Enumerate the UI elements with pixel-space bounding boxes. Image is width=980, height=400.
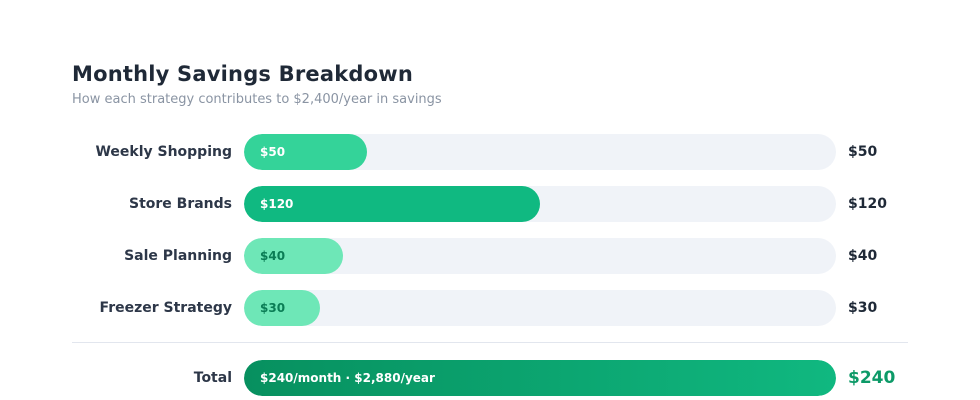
category-label: Store Brands [128, 196, 232, 212]
bar-track: $30 [244, 290, 836, 326]
chart-title: Monthly Savings Breakdown [72, 62, 413, 86]
value-label: $40 [848, 248, 878, 264]
bar: $30 [244, 290, 320, 326]
category-label: Freezer Strategy [99, 300, 232, 316]
divider [72, 342, 908, 343]
category-label: Weekly Shopping [95, 144, 232, 160]
savings-chart: Monthly Savings Breakdown How each strat… [72, 60, 908, 396]
total-row: Total $240/month · $2,880/year $240 [72, 360, 908, 396]
total-label: Total [193, 370, 232, 386]
category-label: Sale Planning [124, 248, 232, 264]
bar: $40 [244, 238, 343, 274]
bar-row: Weekly Shopping $50 $50 [72, 134, 908, 170]
total-track: $240/month · $2,880/year [244, 360, 836, 396]
bar: $120 [244, 186, 540, 222]
bar: $50 [244, 134, 368, 170]
value-label: $50 [848, 144, 878, 160]
bar-track: $120 [244, 186, 836, 222]
total-bar-label: $240/month · $2,880/year [260, 371, 435, 385]
bar-track: $50 [244, 134, 836, 170]
bar-row: Sale Planning $40 $40 [72, 238, 908, 274]
bar-data-label: $50 [260, 145, 286, 159]
bar-data-label: $40 [260, 249, 286, 263]
total-bar: $240/month · $2,880/year [244, 360, 836, 396]
value-label: $30 [848, 300, 878, 316]
bar-rows: Weekly Shopping $50 $50 Store Brands $12… [72, 134, 908, 342]
bar-track: $40 [244, 238, 836, 274]
bar-row: Store Brands $120 $120 [72, 186, 908, 222]
bar-data-label: $30 [260, 301, 286, 315]
chart-subtitle: How each strategy contributes to $2,400/… [72, 92, 442, 107]
bar-row: Freezer Strategy $30 $30 [72, 290, 908, 326]
total-value: $240 [848, 368, 896, 388]
value-label: $120 [848, 196, 887, 212]
bar-data-label: $120 [260, 197, 294, 211]
